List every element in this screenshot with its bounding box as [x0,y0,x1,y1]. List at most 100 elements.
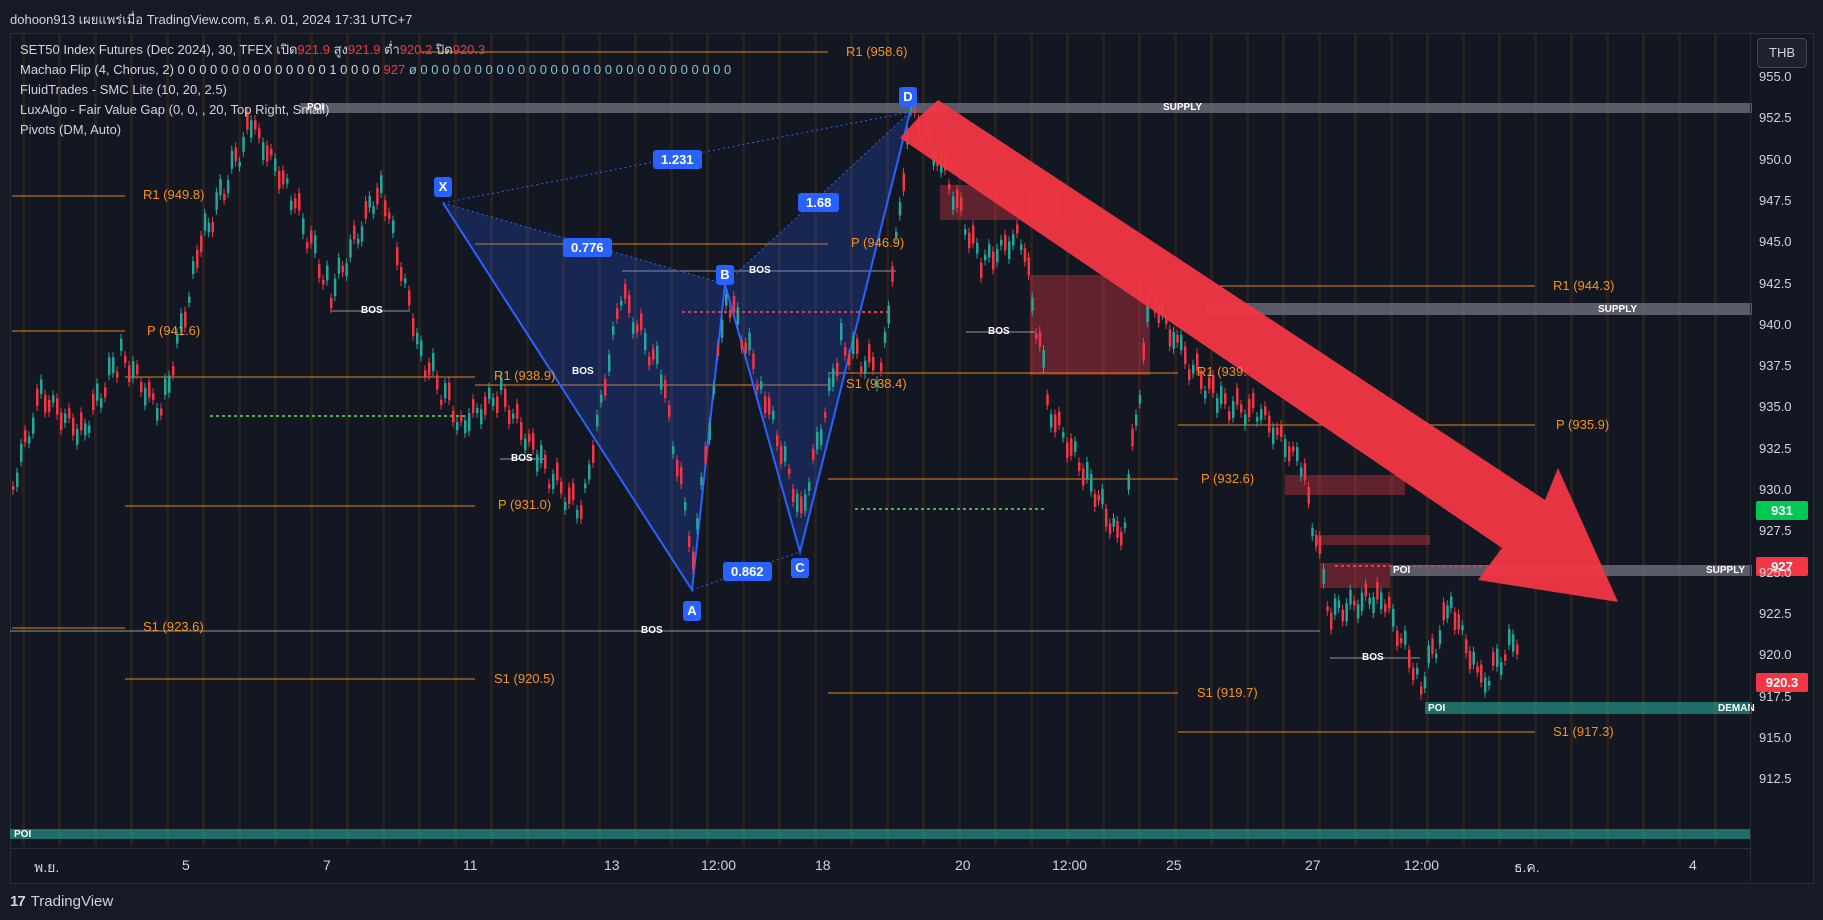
candle-body [895,231,898,238]
candle-body [368,196,371,208]
candle-body [1105,508,1108,527]
session-stripe [1642,34,1645,846]
candle-body [1142,342,1145,360]
legend-fluid-row[interactable]: FluidTrades - SMC Lite (10, 20, 2.5) [20,82,227,97]
candle-body [891,266,894,282]
candle-body [588,464,591,480]
session-stripe [1678,34,1681,846]
candle-body [20,443,23,462]
pattern-ac-line [691,551,801,591]
pattern-point-c: C [791,558,809,578]
candle-body [1476,666,1479,673]
candle-body [636,324,639,333]
candle-body [416,332,419,345]
tradingview-footer[interactable]: 17 TradingView [10,893,113,910]
pivot-label: R1 (939. [1197,364,1247,379]
candle-body [1127,474,1130,490]
session-stripe [1606,34,1609,846]
candle-body [756,384,759,390]
candle-body [844,347,847,356]
legend-pivots-row[interactable]: Pivots (DM, Auto) [20,122,122,137]
candle-body [1220,386,1223,404]
candle-body [384,200,387,217]
candle-body [720,320,724,338]
pattern-ratio-badge: 1.231 [653,150,702,169]
candle-body [56,398,59,415]
candle-body [956,189,959,208]
price-tick: 925.0 [1759,564,1792,580]
candle-body [60,412,63,430]
legend-symbol-row[interactable]: SET50 Index Futures (Dec 2024), 30, TFEX… [20,42,486,57]
price-tick: 935.0 [1759,399,1792,415]
candle-body [1240,404,1243,413]
candle-body [1192,364,1195,374]
candle-body [648,356,651,366]
time-axis[interactable]: พ.ย. 5 7 11 13 12:00 18 20 12:00 25 27 12:00 ธ.ค. 4 [10,848,1750,883]
session-stripe [1534,34,1537,846]
candle-body [1504,654,1507,661]
poi-label: POI [1428,703,1446,714]
candle-body [1146,305,1149,323]
chart-frame[interactable] [10,33,1814,884]
candle-body [298,193,301,211]
candle-body [258,128,261,139]
candle-body [1364,583,1368,597]
candle-body [40,379,43,394]
candle-body [1116,520,1119,538]
pattern-point-b: B [716,265,734,285]
candle-body [306,242,309,249]
candle-body [716,345,720,356]
candle-body [540,445,543,464]
pattern-xab-fill [443,203,725,590]
candle-body [632,322,635,334]
candle-body [116,371,119,378]
price-tick: 927.5 [1759,523,1792,539]
candle-body [796,493,799,512]
candle-body [680,467,683,485]
candle-body [156,407,159,421]
candle-body [160,408,163,416]
candle-body [652,348,655,360]
pattern-point-x: X [434,177,452,197]
candle-body [1353,600,1356,606]
legend-machao-row[interactable]: Machao Flip (4, Chorus, 2) 0 0 0 0 0 0 0… [20,62,732,77]
supply-zone-top [300,103,1752,113]
candle-body [512,413,515,419]
pivot-label: R1 (958.6) [846,44,908,59]
candle-body [211,222,215,233]
candle-body [64,413,67,423]
candle-body [196,249,199,268]
candle-body [290,200,293,210]
price-tick: 947.5 [1759,192,1792,208]
candle-body [412,317,415,336]
session-stripe [1282,34,1285,846]
candle-body [556,462,559,481]
candle-body [1112,518,1115,527]
candle-body [860,366,863,373]
currency-button[interactable]: THB [1757,38,1807,68]
pivot-label: S1 (919.7) [1197,685,1258,700]
candle-body [516,403,519,419]
session-stripe [130,34,133,846]
price-axis[interactable]: 931 927 920.3 955.0 952.5 950.0 947.5 945.0 9… [1750,33,1814,882]
candle-body [1082,468,1085,486]
candle-body [816,431,819,450]
legend-luxalgo-row[interactable]: LuxAlgo - Fair Value Gap (0, 0, , 20, To… [20,102,330,117]
candle-body [692,551,695,570]
candle-body [1488,680,1491,686]
candle-body [1284,439,1287,458]
candle-body [1165,315,1168,325]
candle-body [1244,414,1247,426]
candle-body [1008,241,1011,259]
candle-body [108,357,111,375]
bos-lines [10,270,1420,659]
candle-body [976,242,979,254]
candle-body [400,267,403,281]
pivot-label: R1 (949.8) [143,187,205,202]
candle-body [1256,416,1259,422]
time-tick: 18 [815,857,831,873]
price-label-red: 927 [1756,557,1808,576]
session-stripe [310,34,313,846]
candle-body [32,417,35,434]
